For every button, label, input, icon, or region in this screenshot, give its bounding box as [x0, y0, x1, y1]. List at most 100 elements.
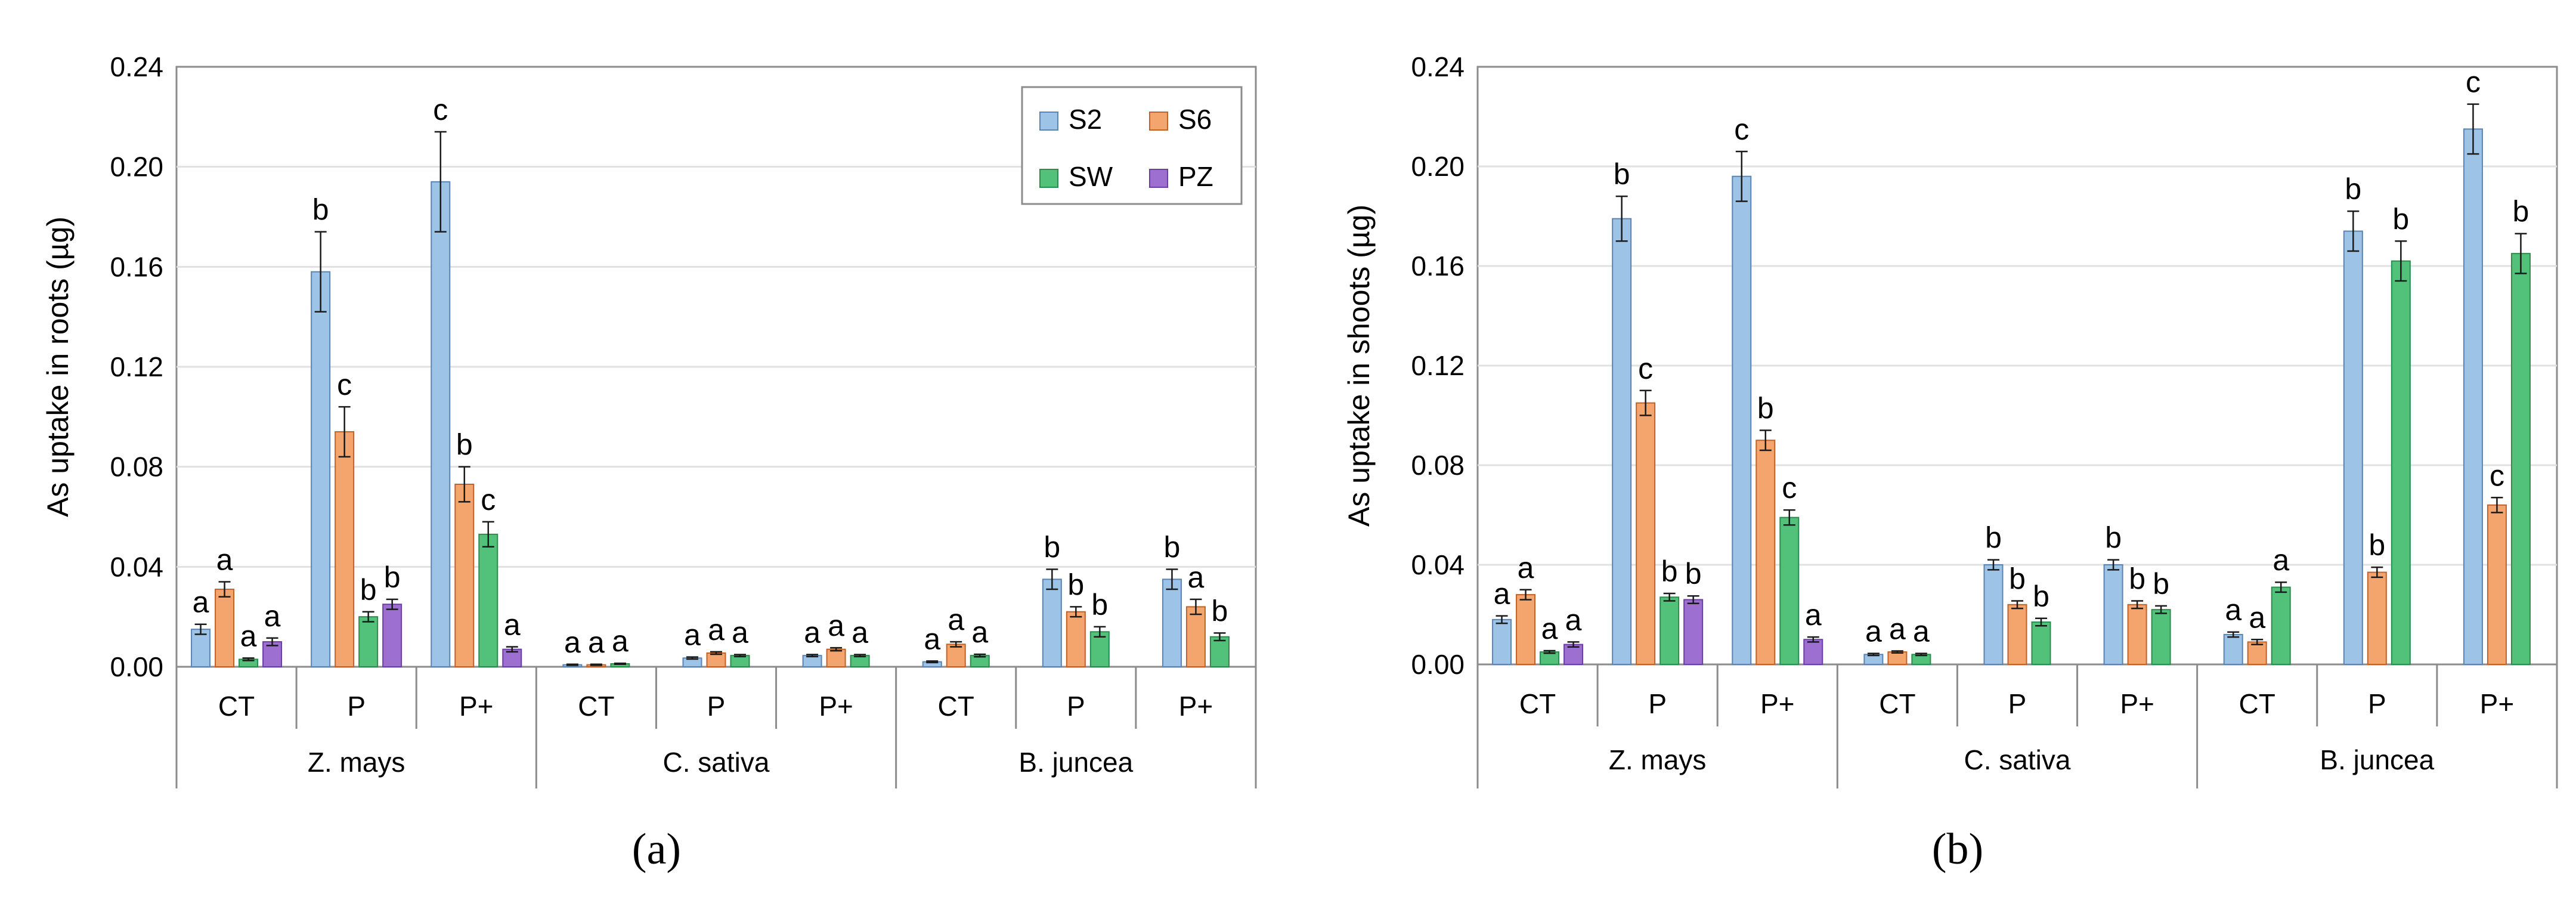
legend: S2 S6 SW PZ — [1021, 86, 1243, 205]
bar-s2 — [1492, 618, 1512, 665]
bar-s6 — [2487, 504, 2507, 665]
significance-letter: a — [1518, 551, 1534, 584]
significance-letter: b — [2105, 521, 2122, 555]
significance-letter: a — [1565, 603, 1582, 636]
significance-letter: c — [1734, 113, 1749, 146]
species-label: B. juncea — [1018, 747, 1133, 778]
significance-letter: a — [1188, 561, 1205, 594]
bar-sw — [2510, 253, 2531, 665]
legend-label: SW — [1069, 161, 1113, 192]
significance-letter: b — [360, 573, 377, 607]
bar-s2 — [2103, 564, 2123, 665]
significance-letter: a — [264, 599, 281, 633]
bar-s6 — [454, 484, 475, 668]
bar-s6 — [946, 644, 966, 668]
significance-letter: a — [1805, 598, 1822, 632]
y-tick-label: 0.24 — [110, 51, 163, 82]
bar-s2 — [1612, 218, 1632, 665]
significance-letter: b — [1091, 588, 1108, 621]
species-label: Z. mays — [308, 747, 405, 778]
significance-letter: b — [456, 428, 473, 462]
treatment-label: P — [347, 691, 366, 722]
significance-letter: b — [2392, 202, 2409, 236]
significance-letter: a — [1865, 615, 1882, 648]
significance-letter: a — [2249, 601, 2265, 634]
y-tick-label: 0.16 — [110, 251, 163, 282]
bar-s6 — [335, 431, 355, 667]
y-tick-label: 0.08 — [110, 451, 163, 482]
bar-s2 — [191, 629, 211, 667]
significance-letter: a — [708, 613, 724, 647]
significance-letter: a — [1889, 612, 1906, 645]
treatment-label: CT — [578, 691, 614, 722]
significance-letter: a — [564, 626, 581, 659]
bar-s2 — [2343, 230, 2363, 665]
bar-sw — [2151, 609, 2171, 666]
bar-s6 — [1516, 594, 1536, 665]
significance-letter: b — [2368, 528, 2385, 562]
significance-letter: c — [1782, 471, 1797, 505]
bar-s6 — [1755, 440, 1776, 665]
significance-letter: b — [1212, 594, 1228, 627]
bar-sw — [478, 533, 499, 668]
treatment-label: CT — [938, 691, 974, 722]
significance-letter: a — [504, 608, 521, 641]
treatment-label: CT — [2239, 688, 2275, 719]
bar-s6 — [2367, 571, 2387, 666]
treatment-label: CT — [1879, 688, 1915, 719]
significance-letter: a — [948, 603, 964, 636]
bar-s6 — [1185, 606, 1206, 668]
chart-panel-b: 0.00 0.04 0.08 0.12 0.16 0.20 0.24 As uptake in… — [1342, 51, 2558, 874]
y-tick-label: 0.04 — [110, 551, 163, 582]
significance-letter: a — [1494, 577, 1510, 611]
bar-pz — [1803, 639, 1823, 665]
treatment-label: P+ — [1179, 691, 1213, 722]
treatment-label: P — [1067, 691, 1085, 722]
significance-letter: a — [1541, 612, 1558, 645]
panel-label: (a) — [632, 825, 681, 874]
legend-box — [1021, 86, 1243, 205]
significance-letter: b — [1067, 568, 1084, 601]
bar-s2 — [2223, 633, 2243, 666]
bar-s6 — [706, 652, 726, 667]
species-label: B. juncea — [2320, 744, 2434, 775]
significance-letter: b — [1614, 157, 1630, 191]
bar-s2 — [431, 181, 451, 668]
bar-s2 — [1162, 579, 1182, 668]
bar-sw — [2271, 586, 2291, 666]
bar-sw — [2031, 621, 2051, 666]
y-tick-label: 0.20 — [1411, 151, 1465, 182]
bar-sw — [1089, 631, 1110, 667]
y-tick-label: 0.16 — [1411, 250, 1465, 282]
significance-letter: a — [216, 543, 233, 576]
treatment-label: CT — [1519, 688, 1556, 719]
bar-s6 — [2007, 604, 2027, 665]
bar-pz — [382, 604, 402, 667]
treatment-label: P+ — [819, 691, 853, 722]
treatment-label: P — [1648, 688, 1667, 719]
bar-s6 — [215, 589, 235, 668]
y-tick-label: 0.24 — [1411, 51, 1465, 82]
y-tick-label: 0.00 — [110, 651, 163, 682]
treatment-label: P+ — [459, 691, 494, 722]
significance-letter: a — [852, 615, 868, 649]
significance-letter: b — [1164, 531, 1181, 564]
legend-label: S2 — [1069, 104, 1102, 135]
bar-s2 — [1983, 564, 2004, 665]
bar-sw — [1779, 516, 1800, 665]
bar-s2 — [311, 271, 331, 667]
significance-letter: a — [193, 586, 209, 619]
species-label: C. sativa — [1964, 744, 2071, 775]
y-tick-label: 0.12 — [1411, 350, 1465, 381]
bar-s6 — [826, 648, 846, 667]
y-tick-label: 0.20 — [110, 151, 163, 183]
significance-letter: c — [433, 93, 448, 126]
significance-letter: a — [684, 618, 701, 652]
significance-letter: a — [2225, 593, 2241, 627]
treatment-label: P — [2368, 688, 2386, 719]
bar-sw — [1659, 596, 1680, 666]
species-label: Z. mays — [1609, 744, 1707, 775]
y-tick-label: 0.04 — [1411, 549, 1465, 580]
